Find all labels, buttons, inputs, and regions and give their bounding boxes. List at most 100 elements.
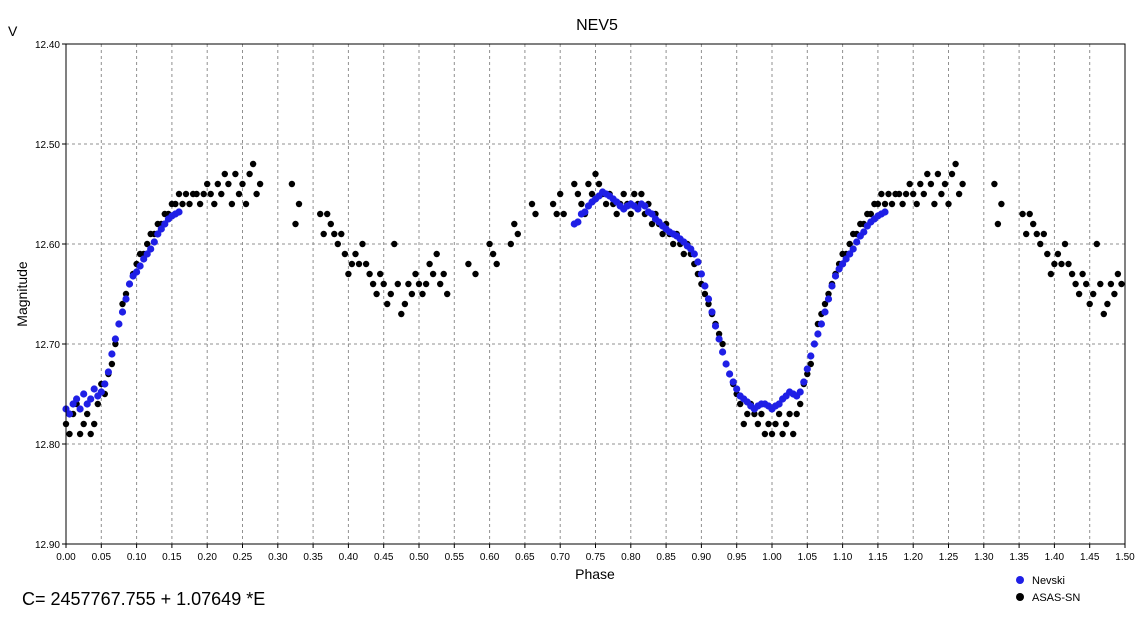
nevski-point bbox=[824, 295, 833, 303]
nevski-point bbox=[115, 320, 123, 328]
asas-sn-point bbox=[927, 180, 935, 188]
nevski-point bbox=[810, 340, 819, 348]
asas-sn-point bbox=[207, 190, 214, 198]
asas-sn-point bbox=[377, 270, 384, 278]
asas-sn-point bbox=[779, 430, 786, 438]
nevski-point bbox=[97, 388, 105, 396]
asas-sn-point bbox=[1065, 260, 1072, 268]
asas-sn-point bbox=[415, 280, 423, 288]
nevski-point bbox=[701, 282, 709, 290]
asas-sn-point bbox=[437, 280, 444, 288]
nevski-point bbox=[828, 282, 836, 290]
asas-sn-point bbox=[1037, 240, 1044, 248]
nevski-point bbox=[76, 405, 84, 413]
asas-sn-point bbox=[595, 180, 603, 188]
asas-sn-point bbox=[1086, 300, 1093, 308]
asas-sn-point bbox=[338, 230, 345, 238]
x-tick-label: 0.95 bbox=[727, 552, 747, 563]
asas-sn-point bbox=[765, 420, 772, 428]
y-tick-label: 12.40 bbox=[35, 40, 60, 51]
x-tick-label: 0.75 bbox=[586, 552, 606, 563]
asas-sn-point bbox=[1107, 280, 1115, 288]
asas-sn-point bbox=[775, 410, 783, 418]
asas-sn-point bbox=[366, 270, 373, 278]
y-tick-label: 12.50 bbox=[35, 140, 60, 151]
asas-sn-point bbox=[825, 290, 832, 298]
asas-sn-point bbox=[659, 230, 666, 238]
asas-sn-point bbox=[1026, 210, 1033, 218]
asas-sn-point bbox=[948, 170, 956, 178]
asas-sn-point bbox=[715, 330, 723, 338]
series-nevski bbox=[62, 188, 889, 418]
nevski-point bbox=[860, 228, 868, 236]
nevski-point bbox=[574, 218, 582, 226]
asas-sn-point bbox=[744, 410, 751, 418]
asas-sn-point bbox=[327, 220, 334, 228]
asas-sn-point bbox=[1033, 230, 1041, 238]
asas-sn-point bbox=[320, 230, 327, 238]
asas-sn-point bbox=[246, 170, 253, 178]
nevski-point bbox=[101, 380, 109, 388]
asas-sn-point bbox=[888, 200, 896, 208]
asas-sn-point bbox=[394, 280, 401, 288]
asas-sn-point bbox=[465, 260, 472, 268]
asas-sn-point bbox=[324, 210, 331, 218]
asas-sn-point bbox=[66, 430, 73, 438]
x-tick-label: 0.25 bbox=[233, 552, 253, 563]
asas-sn-point bbox=[549, 200, 557, 208]
asas-sn-point bbox=[1068, 270, 1076, 278]
asas-sn-point bbox=[1111, 290, 1118, 298]
asas-sn-point bbox=[91, 420, 98, 428]
asas-sn-point bbox=[355, 260, 363, 268]
nevski-point bbox=[648, 210, 656, 218]
nevski-point bbox=[157, 225, 165, 233]
tick-labels: 0.00 0.05 0.10 0.15 0.20 0.25 0.30 0.35 0.40 0.45… bbox=[35, 40, 1135, 563]
asas-sn-point bbox=[772, 420, 779, 428]
legend-marker bbox=[1016, 593, 1024, 601]
y-tick-label: 12.90 bbox=[35, 540, 60, 551]
nevski-point bbox=[90, 385, 98, 393]
x-tick-label: 1.10 bbox=[833, 552, 853, 563]
asas-sn-point bbox=[751, 410, 758, 418]
asas-sn-point bbox=[493, 260, 500, 268]
asas-sn-point bbox=[602, 200, 610, 208]
x-tick-label: 0.85 bbox=[656, 552, 676, 563]
x-tick-label: 0.35 bbox=[303, 552, 323, 563]
x-tick-label: 0.00 bbox=[56, 552, 76, 563]
asas-sn-point bbox=[408, 290, 416, 298]
nevski-point bbox=[719, 348, 727, 356]
x-tick-label: 0.55 bbox=[445, 552, 465, 563]
asas-sn-point bbox=[768, 430, 776, 438]
asas-sn-point bbox=[1030, 220, 1037, 228]
nevski-point bbox=[849, 245, 857, 253]
y-axis-label: Magnitude bbox=[14, 261, 30, 327]
asas-sn-point bbox=[1097, 280, 1104, 288]
asas-sn-point bbox=[578, 200, 585, 208]
nevski-point bbox=[715, 335, 723, 343]
nevski-point bbox=[581, 208, 589, 216]
asas-sn-point bbox=[991, 180, 998, 188]
nevski-point bbox=[133, 268, 141, 276]
nevski-point bbox=[817, 320, 826, 328]
asas-sn-point bbox=[945, 200, 952, 208]
asas-sn-point bbox=[574, 190, 582, 198]
nevski-point bbox=[708, 308, 716, 316]
asas-sn-point bbox=[821, 300, 829, 308]
asas-sn-point bbox=[317, 210, 324, 218]
asas-sn-point bbox=[906, 180, 913, 188]
x-tick-label: 1.00 bbox=[762, 552, 782, 563]
legend-label: ASAS-SN bbox=[1032, 592, 1080, 604]
asas-sn-point bbox=[352, 250, 359, 258]
x-tick-label: 0.10 bbox=[127, 552, 147, 563]
nevski-point bbox=[80, 390, 88, 398]
asas-sn-point bbox=[514, 230, 521, 238]
asas-sn-point bbox=[204, 180, 211, 188]
asas-sn-point bbox=[790, 430, 797, 438]
asas-sn-point bbox=[846, 240, 853, 248]
nevski-point bbox=[846, 250, 854, 258]
asas-sn-point bbox=[737, 400, 744, 408]
asas-sn-point bbox=[384, 300, 391, 308]
asas-sn-point bbox=[87, 430, 94, 438]
asas-sn-point bbox=[585, 180, 592, 188]
x-tick-label: 0.30 bbox=[268, 552, 288, 563]
